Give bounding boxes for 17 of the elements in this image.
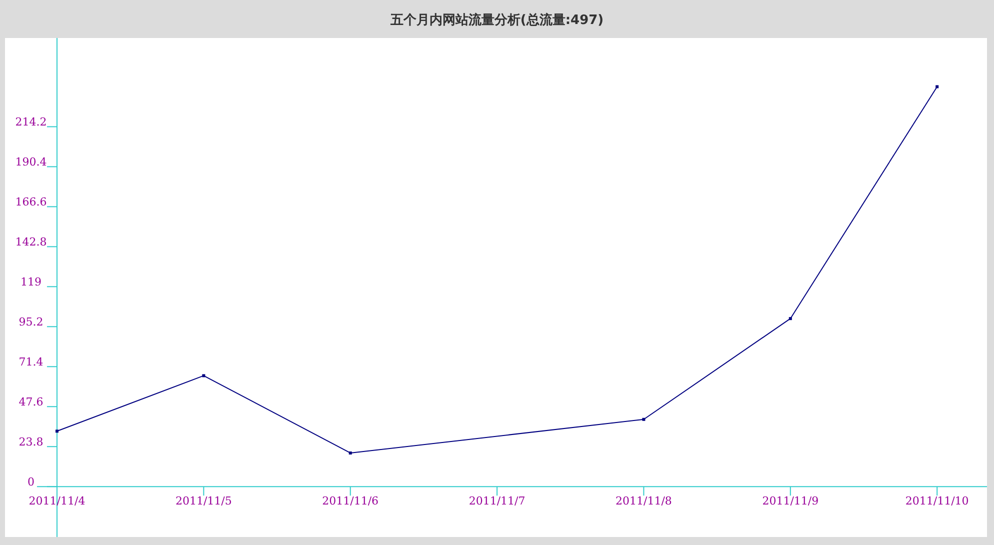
y-tick-label: 190.4 — [15, 156, 47, 169]
y-tick-label: 95.2 — [18, 316, 44, 329]
y-tick-label: 214.2 — [15, 116, 47, 129]
y-tick-label: 71.4 — [18, 356, 44, 369]
x-tick-label: 2011/11/10 — [905, 494, 969, 508]
x-tick-label: 2011/11/6 — [322, 494, 379, 508]
x-tick-label: 2011/11/8 — [616, 494, 672, 508]
y-tick-label: 166.6 — [15, 196, 47, 209]
y-tick-label: 142.8 — [15, 236, 47, 249]
y-tick-label: 119 — [20, 276, 42, 289]
chart-title: 五个月内网站流量分析(总流量:497) — [389, 12, 604, 28]
x-tick-label: 2011/11/7 — [468, 494, 526, 508]
y-tick-label: 0 — [28, 476, 34, 489]
y-tick-label: 47.6 — [18, 396, 44, 409]
x-tick-label: 2011/11/5 — [175, 494, 232, 508]
x-tick-label: 2011/11/9 — [762, 494, 819, 508]
y-tick-label: 23.8 — [18, 436, 44, 449]
